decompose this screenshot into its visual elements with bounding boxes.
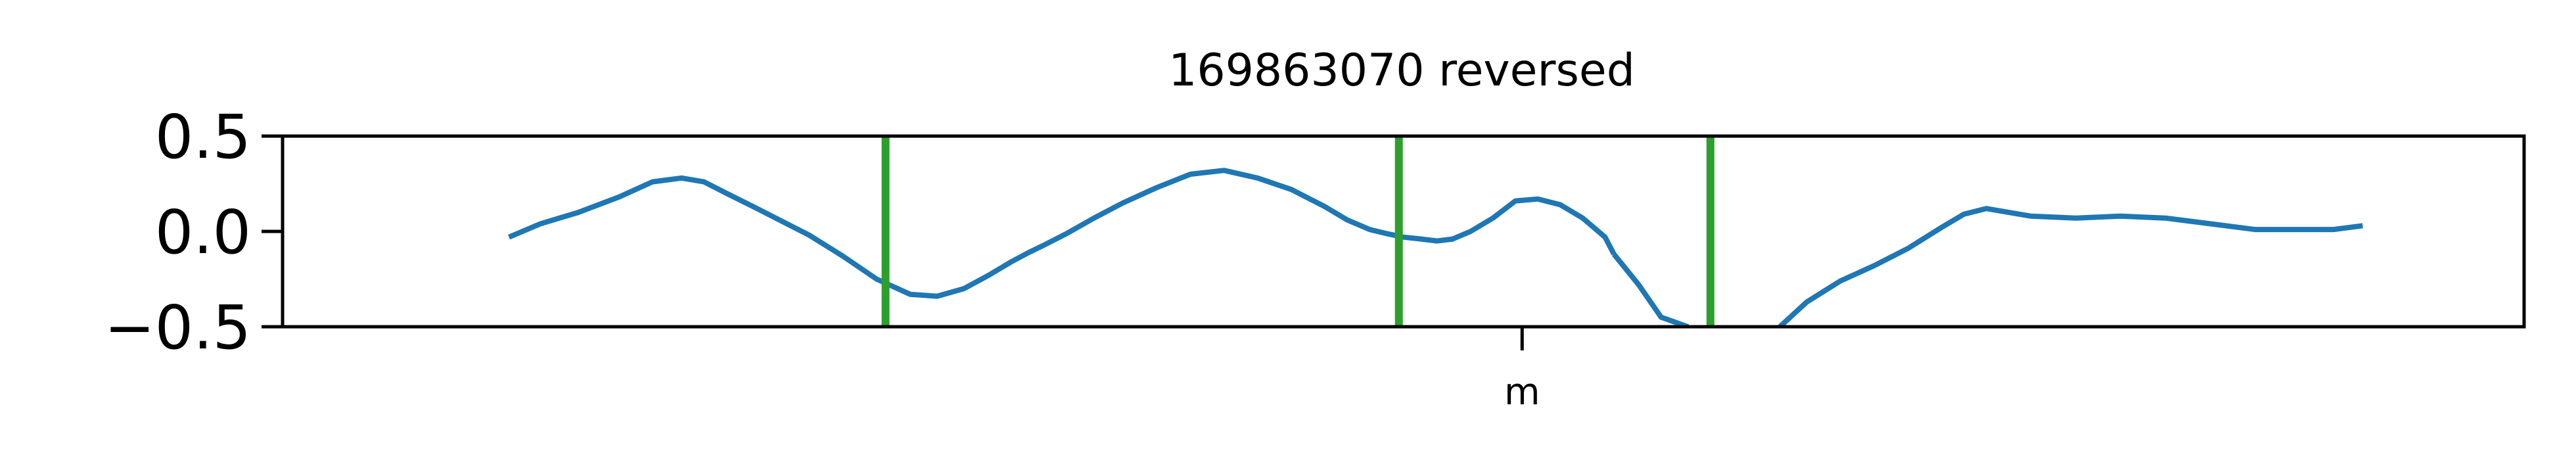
y-tick-label-1: 0.5 [155, 102, 251, 172]
plot-area [507, 136, 2363, 327]
y-tick-label-2: 0.0 [155, 197, 251, 268]
plot-frame [281, 134, 2526, 329]
series-line-segment-1 [507, 168, 1617, 299]
chart-title: 169863070 reversed [1168, 45, 1635, 97]
series-line-segment-2 [1611, 252, 1690, 327]
y-tick-label-3: −0.5 [104, 293, 251, 363]
axes: 0.5 0.0 −0.5 m [104, 102, 1540, 414]
series-line-segment-3 [1778, 206, 2363, 327]
x-tick-label-1: m [1504, 371, 1540, 414]
